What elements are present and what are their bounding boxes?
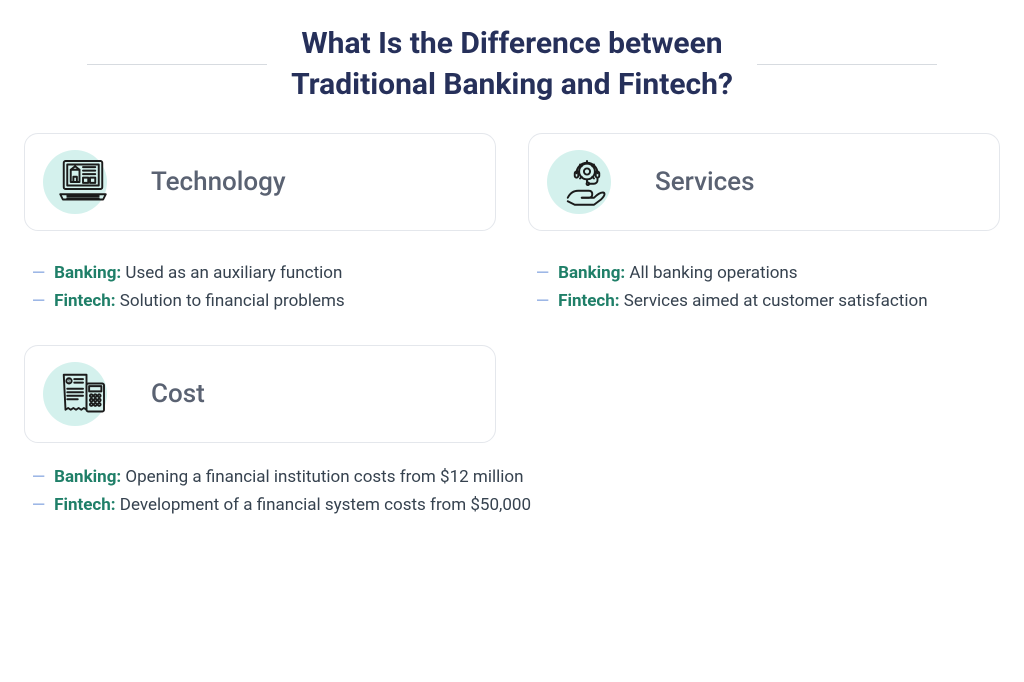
point-row: — Banking: All banking operations (536, 259, 992, 287)
card-technology: Technology (24, 133, 496, 231)
point-row: — Fintech: Development of a financial sy… (32, 491, 992, 519)
icon-wrap: $ (43, 362, 123, 426)
card-title-cost: Cost (151, 379, 205, 409)
section-services: Services — Banking: All banking operatio… (528, 133, 1000, 345)
label-fintech: Fintech: (54, 291, 115, 311)
icon-wrap (43, 150, 123, 214)
bullet-dash: — (536, 287, 548, 315)
point-text: Fintech: Services aimed at customer sati… (558, 287, 927, 315)
card-title-services: Services (655, 167, 755, 197)
label-banking: Banking: (54, 263, 121, 283)
bullet-dash: — (32, 287, 44, 315)
card-title-technology: Technology (151, 167, 286, 197)
card-cost: $ Cost (24, 345, 496, 443)
label-fintech: Fintech: (558, 291, 619, 311)
title-rule-left (87, 64, 267, 65)
points-technology: — Banking: Used as an auxiliary function… (24, 231, 496, 345)
bullet-dash: — (32, 259, 44, 287)
bullet-dash: — (32, 491, 44, 519)
point-row: — Banking: Opening a financial instituti… (32, 463, 992, 491)
point-text: Banking: All banking operations (558, 259, 797, 287)
point-row: — Fintech: Solution to financial problem… (32, 287, 488, 315)
icon-wrap (547, 150, 627, 214)
invoice-calculator-icon: $ (55, 366, 111, 422)
point-text: Banking: Opening a financial institution… (54, 463, 523, 491)
label-banking: Banking: (558, 263, 625, 283)
bullet-dash: — (536, 259, 548, 287)
headset-hand-icon (559, 154, 615, 210)
point-row: — Fintech: Services aimed at customer sa… (536, 287, 992, 315)
section-cost: $ Cost (24, 345, 496, 443)
points-cost: — Banking: Opening a financial instituti… (24, 443, 1000, 549)
section-technology: Technology — Banking: Used as an auxilia… (24, 133, 496, 345)
label-banking: Banking: (54, 467, 121, 487)
point-text: Banking: Used as an auxiliary function (54, 259, 342, 287)
bullet-dash: — (32, 463, 44, 491)
title-row: What Is the Difference between Tradition… (0, 0, 1024, 133)
point-text: Fintech: Development of a financial syst… (54, 491, 531, 519)
sections-grid: Technology — Banking: Used as an auxilia… (0, 133, 1024, 559)
title-rule-right (757, 64, 937, 65)
label-fintech: Fintech: (54, 495, 115, 515)
laptop-banking-icon (55, 154, 111, 210)
point-text: Fintech: Solution to financial problems (54, 287, 345, 315)
page-title: What Is the Difference between Tradition… (291, 24, 733, 105)
points-services: — Banking: All banking operations — Fint… (528, 231, 1000, 345)
card-services: Services (528, 133, 1000, 231)
point-row: — Banking: Used as an auxiliary function (32, 259, 488, 287)
